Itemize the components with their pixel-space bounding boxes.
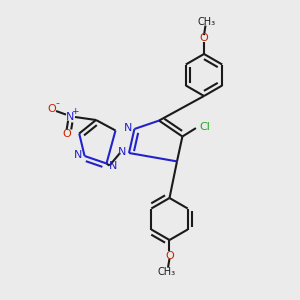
Text: O: O	[47, 104, 56, 115]
Text: CH₃: CH₃	[198, 16, 216, 27]
Text: +: +	[71, 106, 79, 116]
Text: N: N	[109, 161, 117, 171]
Text: N: N	[124, 123, 132, 134]
Text: O: O	[165, 250, 174, 261]
Text: CH₃: CH₃	[158, 267, 175, 277]
Text: O: O	[200, 33, 208, 43]
Text: N: N	[118, 147, 127, 158]
Text: Cl: Cl	[200, 122, 210, 132]
Text: -: -	[56, 98, 60, 109]
Text: N: N	[74, 150, 82, 161]
Text: N: N	[65, 112, 74, 122]
Text: O: O	[62, 129, 71, 140]
